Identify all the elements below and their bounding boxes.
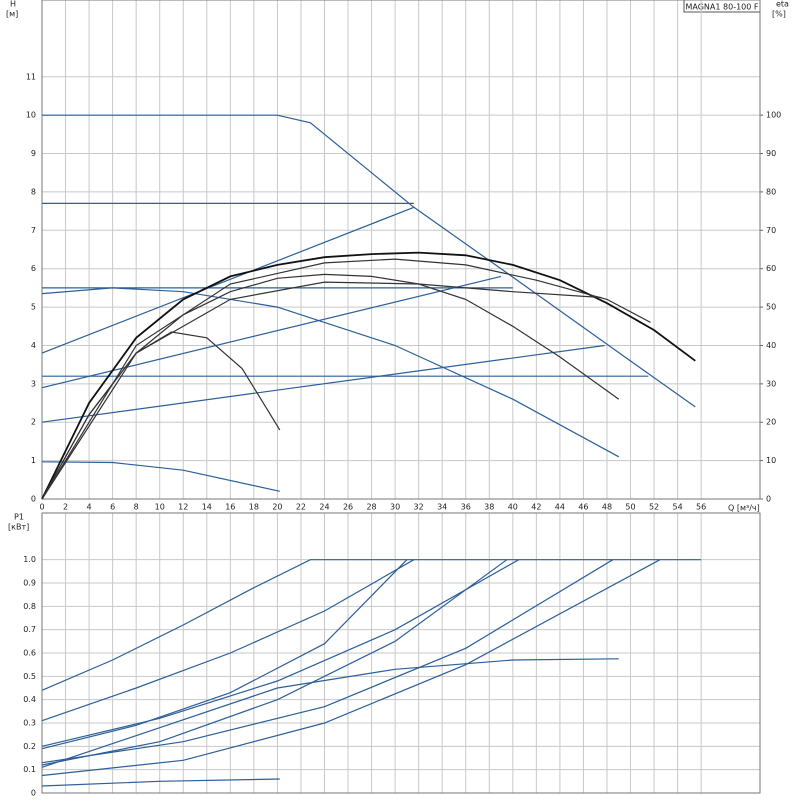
y2-tick-label: 40 [766, 341, 776, 350]
curve [41, 258, 651, 500]
x-tick-label: 34 [437, 503, 447, 512]
y-tick-label: 1 [31, 456, 36, 465]
y-tick-label: 0.7 [23, 625, 36, 634]
y-tick-label: 0.4 [23, 695, 36, 704]
y-tick-label: 0.1 [23, 765, 36, 774]
x-tick-label: 32 [414, 503, 424, 512]
y-unit: [м] [6, 10, 18, 19]
x-tick-label: 36 [461, 503, 471, 512]
x-tick-label: 26 [343, 503, 353, 512]
y2-tick-label: 50 [766, 303, 776, 312]
x-tick-label: 8 [134, 503, 139, 512]
y-tick-label: 3 [31, 379, 36, 388]
y-tick-label: 6 [31, 264, 36, 273]
x-tick-label: 48 [602, 503, 612, 512]
x-tick-label: 6 [110, 503, 115, 512]
x-tick-label: 56 [696, 503, 706, 512]
curve [41, 273, 620, 500]
x-tick-label: 14 [202, 503, 212, 512]
y-tick-label: 0 [31, 495, 36, 504]
y2-unit: [%] [772, 10, 786, 19]
y-tick-label: 2 [31, 418, 36, 427]
y-tick-label: 5 [31, 303, 36, 312]
y-label: P1 [14, 513, 24, 522]
x-tick-label: 40 [508, 503, 518, 512]
y-tick-label: 7 [31, 226, 36, 235]
curve [41, 281, 602, 500]
x-tick-label: 38 [484, 503, 494, 512]
curve [41, 778, 280, 787]
y2-tick-label: 0 [766, 495, 771, 504]
curve [41, 559, 408, 750]
curve [41, 559, 661, 777]
y-tick-label: 1.0 [23, 555, 36, 564]
x-tick-label: 44 [555, 503, 565, 512]
x-tick-label: 30 [390, 503, 400, 512]
x-tick-label: 18 [249, 503, 259, 512]
x-tick-label: 28 [366, 503, 376, 512]
y-tick-label: 0.3 [23, 719, 36, 728]
y2-tick-label: 100 [766, 111, 781, 120]
curve [41, 559, 519, 747]
x-tick-label: 4 [87, 503, 92, 512]
y-unit: [кВт] [8, 523, 29, 532]
x-tick-label: 54 [673, 503, 683, 512]
curve [41, 559, 415, 722]
x-tick-label: 50 [625, 503, 635, 512]
curve [41, 461, 280, 492]
y-tick-label: 11 [26, 72, 36, 81]
y2-tick-label: 80 [766, 187, 776, 196]
curve [41, 275, 502, 389]
curve [41, 287, 620, 458]
y2-tick-label: 30 [766, 379, 776, 388]
curve [41, 559, 508, 766]
x-tick-label: 20 [272, 503, 282, 512]
x-label: Q [м³/ч] [728, 504, 760, 513]
y2-tick-label: 70 [766, 226, 776, 235]
y-label: H [10, 0, 16, 9]
y-tick-label: 0.9 [23, 579, 36, 588]
x-tick-label: 0 [39, 503, 44, 512]
y-tick-label: 0.2 [23, 742, 36, 751]
x-tick-label: 42 [531, 503, 541, 512]
x-tick-label: 12 [178, 503, 188, 512]
x-tick-label: 22 [296, 503, 306, 512]
chart-title: MAGNA1 80-100 F [685, 3, 758, 12]
curve [41, 559, 702, 691]
y-tick-label: 10 [26, 111, 36, 120]
y-tick-label: 0.8 [23, 602, 36, 611]
plot-frame [41, 512, 761, 794]
y-tick-label: 0.6 [23, 649, 36, 658]
y2-tick-label: 60 [766, 264, 776, 273]
y2-label: eta [776, 0, 789, 9]
y2-tick-label: 10 [766, 456, 776, 465]
curve [41, 331, 281, 500]
plot-frame [41, 0, 761, 500]
x-tick-label: 46 [578, 503, 588, 512]
y-tick-label: 9 [31, 149, 36, 158]
y2-tick-label: 20 [766, 418, 776, 427]
y-tick-label: 4 [31, 341, 36, 350]
x-tick-label: 52 [649, 503, 659, 512]
y-tick-label: 0 [31, 789, 36, 798]
y-tick-label: 0.5 [23, 672, 36, 681]
y2-tick-label: 90 [766, 149, 776, 158]
x-tick-label: 24 [319, 503, 329, 512]
curve [41, 658, 619, 768]
x-tick-label: 16 [225, 503, 235, 512]
y-tick-label: 8 [31, 187, 36, 196]
x-tick-label: 10 [155, 503, 165, 512]
curve [41, 206, 415, 354]
curve [41, 559, 614, 764]
curve [41, 344, 605, 423]
x-tick-label: 2 [63, 503, 68, 512]
